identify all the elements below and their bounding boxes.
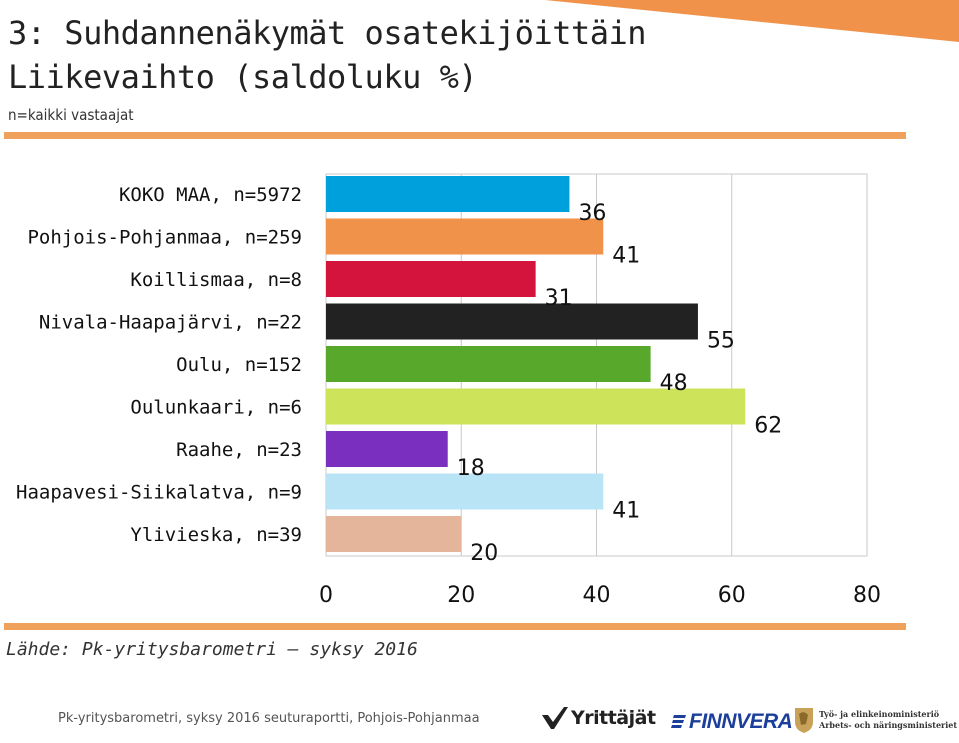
category-label: Raahe, n=23 [176,439,302,461]
x-tick-label: 60 [718,583,746,608]
bar [326,346,651,382]
bars [326,176,746,552]
lion-crest-icon [795,708,813,733]
x-tick-label: 40 [583,583,611,608]
yrittajat-wordmark: Yrittäjät [571,707,656,729]
value-label: 55 [707,329,735,354]
value-label: 36 [578,201,606,226]
yrittajat-logo: Yrittäjät [542,707,656,729]
top-ribbon-decoration [545,0,959,42]
x-tick-label: 0 [319,583,333,608]
category-label: Oulu, n=152 [176,354,302,376]
value-label: 18 [457,456,485,481]
x-tick-label: 20 [447,583,475,608]
x-axis-ticks: 0 20 40 60 80 [319,583,881,608]
value-label: 41 [612,499,640,524]
tem-name-fi: Työ- ja elinkeinoministeriö [819,709,940,719]
category-label: Pohjois-Pohjanmaa, n=259 [27,227,302,249]
finnvera-wordmark: FINNVERA [689,710,793,733]
finnvera-logo: FINNVERA [670,710,793,734]
category-label: Ylivieska, n=39 [130,524,302,546]
category-labels: KOKO MAA, n=5972 Pohjois-Pohjanmaa, n=259… [16,184,302,546]
tem-name-sv: Arbets- och näringsministeriet [819,720,958,730]
bar [326,303,698,340]
value-label: 31 [545,286,573,311]
bar [326,388,746,425]
page-title: 3: Suhdannenäkymät osatekijöittäin [8,14,647,52]
respondents-note: n=kaikki vastaajat [8,106,134,124]
bar [326,176,570,212]
value-label: 62 [754,414,782,439]
divider-bottom [4,623,906,630]
value-label: 41 [612,244,640,269]
bar [326,473,604,510]
x-tick-label: 80 [853,583,881,608]
bar-chart: KOKO MAA, n=5972 Pohjois-Pohjanmaa, n=259… [16,173,881,608]
footer-text: Pk-yritysbarometri, syksy 2016 seuturapo… [58,711,480,726]
finnvera-stripes-icon [671,715,686,728]
tem-logo: Työ- ja elinkeinoministeriö Arbets- och … [793,706,957,734]
value-label: 20 [470,541,498,566]
category-label: KOKO MAA, n=5972 [119,184,302,206]
source-note: Lähde: Pk-yritysbarometri – syksy 2016 [6,639,418,660]
value-label: 48 [660,371,688,396]
category-label: Oulunkaari, n=6 [130,397,302,419]
category-label: Koillismaa, n=8 [130,269,302,291]
bar [326,261,536,297]
bar [326,431,448,467]
page-subtitle: Liikevaihto (saldoluku %) [8,58,478,96]
category-label: Nivala-Haapajärvi, n=22 [39,312,302,334]
category-label: Haapavesi-Siikalatva, n=9 [16,482,302,504]
bar [326,218,604,255]
divider-top [4,132,906,139]
bar [326,516,462,552]
yrittajat-check-icon [542,707,568,729]
